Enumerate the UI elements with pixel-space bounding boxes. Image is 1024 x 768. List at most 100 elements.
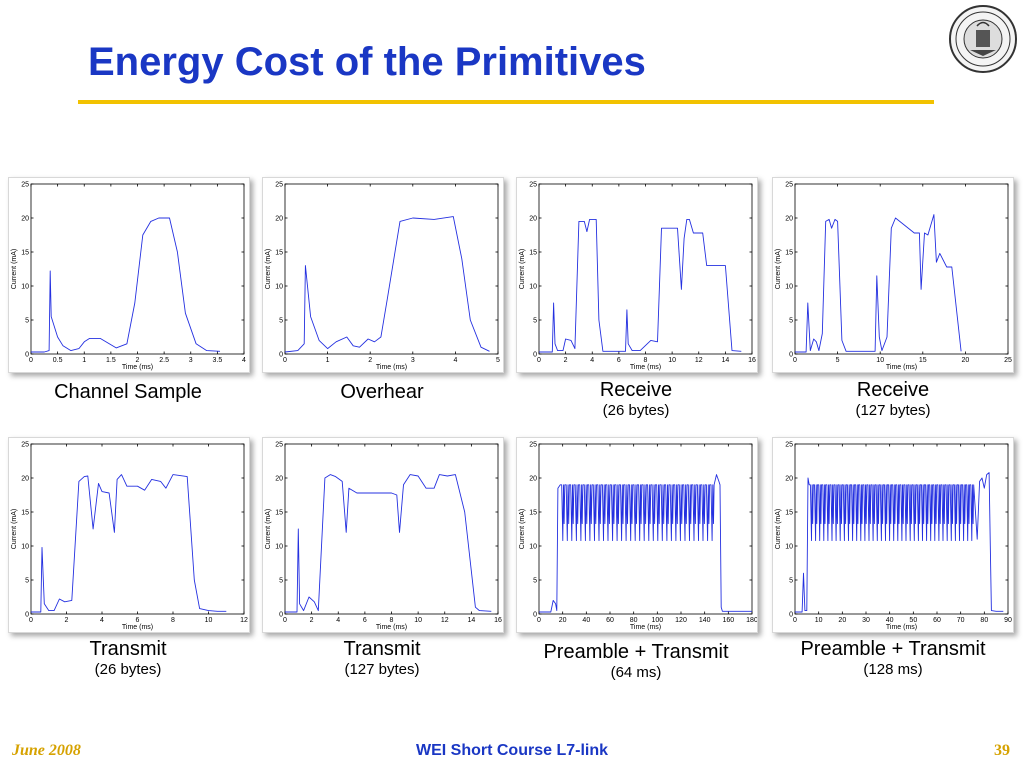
y-tick-label: 15 [785,510,793,517]
plot-frame [30,443,245,615]
current-series-line [539,218,742,353]
x-tick-label: 1.5 [106,357,116,364]
x-tick-label: 1 [326,357,330,364]
x-tick-label: 60 [606,617,614,624]
y-tick-label: 0 [279,612,283,619]
x-tick-label: 2 [564,357,568,364]
plot-frame [30,183,245,355]
x-tick-label: 2 [310,617,314,624]
y-tick-label: 25 [21,442,29,449]
x-tick-label: 120 [675,617,687,624]
x-tick-label: 12 [240,617,248,624]
x-axis-label: Time (ms) [630,624,661,631]
y-tick-label: 5 [533,318,537,325]
x-tick-label: 10 [876,357,884,364]
x-tick-label: 5 [496,357,500,364]
caption-subtitle: (127 bytes) [344,661,420,678]
x-tick-label: 5 [836,357,840,364]
x-axis-label: Time (ms) [630,364,661,371]
x-tick-label: 160 [722,617,734,624]
y-tick-label: 10 [529,544,537,551]
x-tick-label: 0 [283,357,287,364]
x-tick-label: 0 [793,617,797,624]
plot-frame [284,443,499,615]
x-axis-label: Time (ms) [122,624,153,631]
x-tick-label: 2.5 [159,357,169,364]
y-tick-label: 10 [275,544,283,551]
x-tick-label: 12 [695,357,703,364]
x-tick-label: 40 [582,617,590,624]
y-tick-label: 15 [21,510,29,517]
x-tick-label: 4 [453,357,457,364]
y-axis-label: Current (mA) [775,509,782,549]
chart-panel-receive-26: 0 2 4 6 8 10 12 14 16 0 5 10 15 20 25 Time (ms) Current … [516,177,758,373]
y-tick-label: 10 [21,284,29,291]
x-tick-label: 80 [630,617,638,624]
y-tick-label: 10 [785,544,793,551]
chart-panel-channel-sample: 0 0.5 1 1.5 2 2.5 3 3.5 4 0 5 10 15 20 25 Time (ms) Curr… [8,177,250,373]
x-tick-label: 12 [441,617,449,624]
y-tick-label: 15 [529,250,537,257]
caption-title: Overhear [340,381,424,403]
x-axis-label: Time (ms) [376,364,407,371]
chart-caption: Transmit (26 bytes) [3,637,253,679]
x-tick-label: 4 [590,357,594,364]
y-tick-label: 10 [275,284,283,291]
x-tick-label: 40 [886,617,894,624]
x-tick-label: 4 [242,357,246,364]
y-tick-label: 20 [529,476,537,483]
chart-panel-receive-127: 0 5 10 15 20 25 0 5 10 15 20 25 Time (ms) Current (mA… [772,177,1014,373]
x-tick-label: 50 [909,617,917,624]
current-trace-plot: 0 2 4 6 8 10 12 0 5 10 15 20 25 Time (ms) Current (mA) [11,442,248,632]
y-tick-label: 20 [785,476,793,483]
y-tick-label: 0 [789,612,793,619]
x-tick-label: 20 [559,617,567,624]
x-tick-label: 0.5 [53,357,63,364]
y-tick-label: 25 [785,182,793,189]
caption-title: Receive [856,379,930,401]
x-tick-label: 30 [862,617,870,624]
x-tick-label: 14 [467,617,475,624]
y-tick-label: 5 [789,578,793,585]
x-axis-label: Time (ms) [886,624,917,631]
x-tick-label: 8 [171,617,175,624]
plot-frame [538,443,753,615]
x-tick-label: 6 [136,617,140,624]
x-tick-label: 16 [494,617,502,624]
y-axis-label: Current (mA) [11,509,18,549]
current-series-line [284,216,490,353]
y-axis-label: Current (mA) [11,249,18,289]
current-series-line [31,474,227,613]
x-tick-label: 0 [29,357,33,364]
x-tick-label: 100 [651,617,663,624]
x-tick-label: 0 [283,617,287,624]
y-axis-label: Current (mA) [519,249,526,289]
y-tick-label: 5 [533,578,537,585]
current-trace-plot: 0 2 4 6 8 10 12 14 16 0 5 10 15 20 25 Time (ms) Current … [265,442,502,632]
x-tick-label: 0 [793,357,797,364]
chart-panel-preamble-128: 0 10 20 30 40 50 60 70 80 90 0 5 10 15 20 25 Time (ms) Cu… [772,437,1014,633]
y-tick-label: 0 [533,612,537,619]
y-axis-label: Current (mA) [265,509,272,549]
y-tick-label: 20 [785,216,793,223]
y-tick-label: 5 [25,578,29,585]
y-tick-label: 25 [275,182,283,189]
x-tick-label: 180 [746,617,757,624]
current-series-line [539,474,752,613]
x-tick-label: 10 [815,617,823,624]
x-tick-label: 0 [537,357,541,364]
chart-panel-overhear: 0 1 2 3 4 5 0 5 10 15 20 25 Time (ms) Current (mA) [262,177,504,373]
x-tick-label: 3.5 [213,357,223,364]
x-tick-label: 3 [411,357,415,364]
y-tick-label: 25 [275,442,283,449]
y-tick-label: 15 [529,510,537,517]
title-underline [78,100,934,104]
current-series-line [795,214,962,353]
footer-page-number: 39 [994,742,1010,759]
x-tick-label: 20 [838,617,846,624]
y-tick-label: 25 [529,442,537,449]
y-tick-label: 10 [529,284,537,291]
y-tick-label: 20 [275,476,283,483]
caption-title: Preamble + Transmit [800,638,986,660]
x-tick-label: 4 [336,617,340,624]
